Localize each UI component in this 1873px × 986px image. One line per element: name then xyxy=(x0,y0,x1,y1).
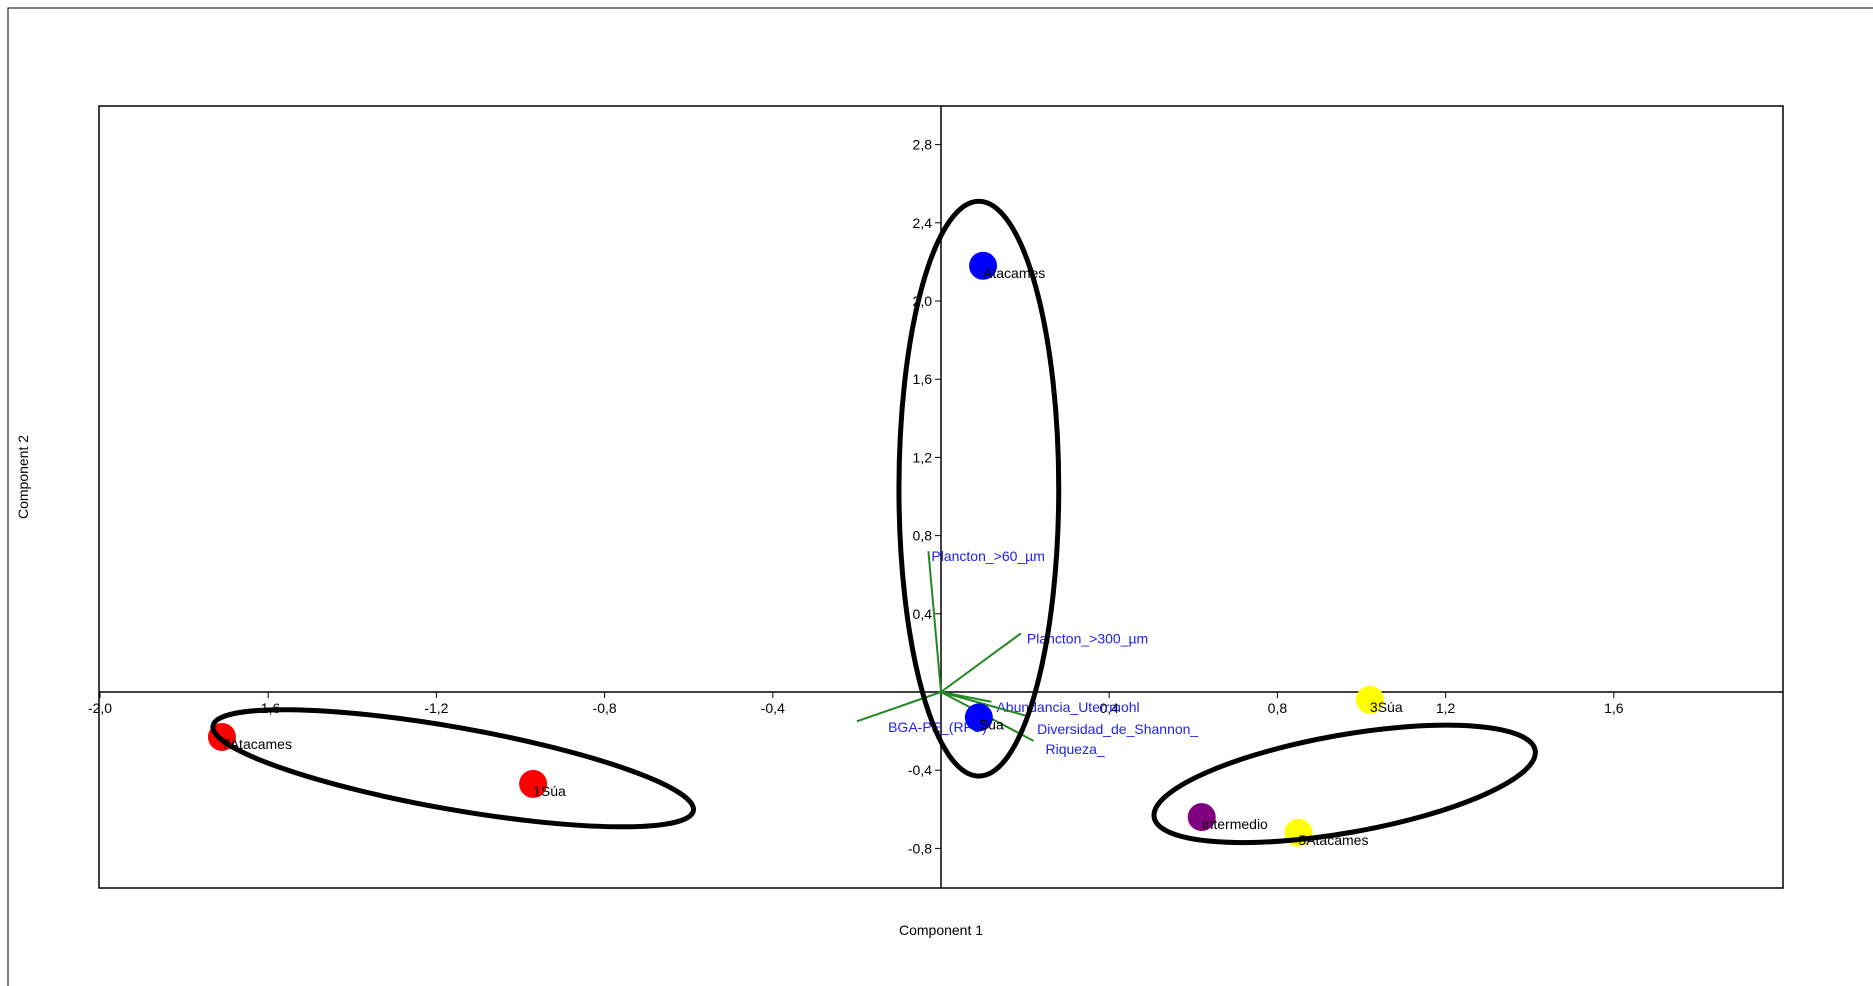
group-ellipse xyxy=(1151,722,1538,846)
x-tick-label: -0,8 xyxy=(593,700,617,716)
loading-label: Diversidad_de_Shannon_ xyxy=(1037,721,1198,737)
loading-label: Plancton_>300_µm xyxy=(1027,630,1148,646)
y-axis-label: Component 2 xyxy=(15,435,31,519)
score-label: 1Súa xyxy=(533,783,566,799)
x-tick-label: 0,4 xyxy=(1099,700,1119,716)
score-points: AtacamesSúa7Atacames1Súa3SúaIntermedio5A… xyxy=(207,251,1403,848)
loading-vector xyxy=(856,691,942,723)
loading-vector xyxy=(940,691,1026,717)
axis-ticks: -2,0 -1,6 -1,2 -0,8 -0,4 0,4 0,8 1,2 1,6-0,8-0,4… xyxy=(88,137,1624,857)
group-ellipses xyxy=(210,198,1538,846)
y-tick-label: -0,4 xyxy=(908,762,932,778)
y-tick-label: 2,8 xyxy=(913,137,933,153)
outer-frame xyxy=(7,7,1873,986)
loading-label: Plancton_>60_µm xyxy=(931,548,1045,564)
loading-label: Riqueza_ xyxy=(1046,741,1105,757)
loading-vectors: Plancton_>60_µmPlancton_>300_µmAbundanci… xyxy=(856,548,1198,757)
group-ellipse xyxy=(210,707,697,830)
y-tick-label: 0,4 xyxy=(913,606,933,622)
group-ellipse xyxy=(896,198,1062,779)
score-point xyxy=(964,703,993,732)
score-label: 3Súa xyxy=(1370,699,1403,715)
x-tick-label: 1,2 xyxy=(1436,700,1456,716)
loading-label: BGA-PE_(RFU) xyxy=(888,719,987,735)
score-point xyxy=(1187,803,1216,832)
y-tick-label: 2,4 xyxy=(913,215,933,231)
x-axis-label: Component 1 xyxy=(899,922,983,938)
x-tick-label: -0,4 xyxy=(761,700,785,716)
x-tick-label: 1,6 xyxy=(1604,700,1624,716)
score-label: Atacames xyxy=(983,265,1045,281)
y-tick-label: 1,2 xyxy=(913,449,933,465)
score-label: Intermedio xyxy=(1202,816,1268,832)
y-tick-label: 0,8 xyxy=(913,528,933,544)
y-tick-label: 1,6 xyxy=(913,371,933,387)
score-point xyxy=(969,251,998,280)
x-tick-label: 0,8 xyxy=(1268,700,1288,716)
x-tick-label: -1,2 xyxy=(424,700,448,716)
y-tick-label: -0,8 xyxy=(908,840,932,856)
x-tick-label: -2,0 xyxy=(88,700,112,716)
loading-vector xyxy=(940,632,1022,693)
score-point xyxy=(1355,685,1384,714)
score-point xyxy=(519,769,548,798)
loading-vector xyxy=(927,551,942,693)
score-label: Súa xyxy=(979,716,1004,732)
